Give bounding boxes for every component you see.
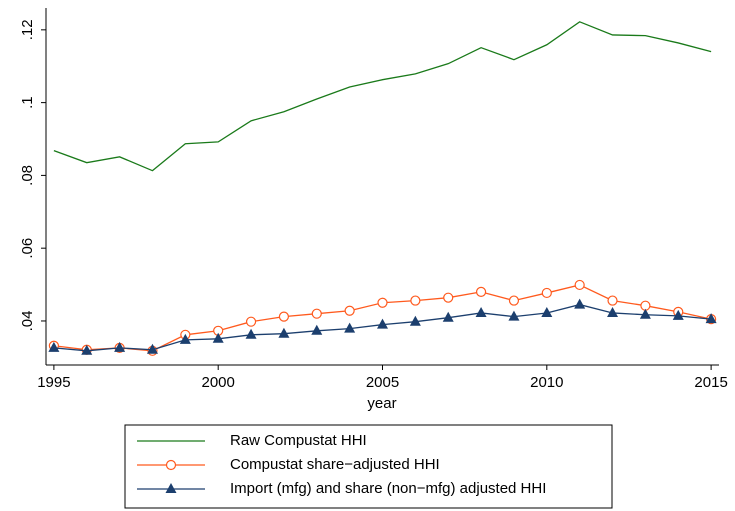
marker [410, 295, 421, 306]
legend-box [124, 424, 613, 509]
marker [705, 313, 717, 324]
marker [475, 286, 487, 297]
marker [311, 324, 323, 335]
marker [377, 318, 388, 329]
y-tick-label: .12 [19, 19, 36, 40]
marker [344, 305, 355, 316]
marker [442, 311, 454, 322]
marker [508, 295, 520, 306]
marker [475, 306, 487, 317]
marker [165, 459, 177, 471]
marker [245, 328, 257, 339]
x-tick-label: 2000 [202, 374, 235, 391]
x-axis-label: year [367, 395, 396, 412]
marker [607, 306, 619, 317]
marker [212, 332, 224, 343]
legend-label: Compustat share−adjusted HHI [230, 456, 440, 473]
marker [639, 308, 651, 319]
marker [508, 310, 520, 321]
marker [81, 344, 93, 355]
marker [443, 292, 454, 303]
y-tick-label: .04 [19, 311, 36, 332]
marker [48, 341, 60, 352]
legend-label: Raw Compustat HHI [230, 432, 367, 449]
marker [672, 309, 684, 320]
marker [311, 308, 322, 319]
y-tick-label: .08 [19, 165, 36, 186]
x-tick-label: 1995 [37, 374, 70, 391]
x-tick-label: 2015 [694, 374, 727, 391]
marker [541, 306, 553, 317]
x-tick-label: 2005 [366, 374, 399, 391]
marker [409, 315, 421, 326]
marker [541, 287, 552, 299]
legend-label: Import (mfg) and share (non−mfg) adjuste… [230, 480, 546, 497]
series-line [53, 21, 712, 172]
marker [114, 341, 126, 352]
y-tick-label: .06 [19, 238, 36, 259]
marker [574, 279, 585, 291]
marker [344, 322, 356, 333]
y-tick-label: .1 [19, 96, 36, 109]
marker [574, 298, 586, 309]
series-line [53, 284, 712, 352]
marker [245, 316, 257, 327]
marker [278, 311, 290, 322]
marker [179, 333, 191, 344]
marker [278, 327, 290, 338]
marker [377, 297, 388, 308]
x-tick-label: 2010 [530, 374, 563, 391]
marker [146, 343, 158, 354]
marker [165, 483, 177, 493]
marker [607, 295, 618, 306]
